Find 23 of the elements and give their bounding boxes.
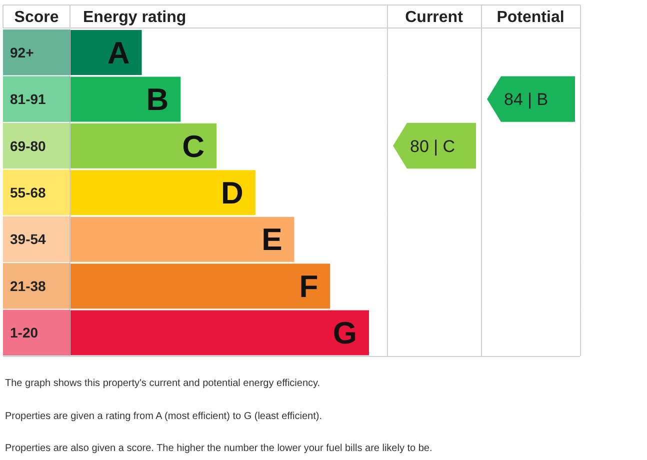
y-tick-label: 39-54	[10, 231, 46, 248]
text: Properties are also given a score. The higher the number the lower your fuel bills are likely to be.	[5, 443, 432, 454]
x-tick-label: Potential	[496, 9, 564, 26]
y-tick-label: 81-91	[10, 91, 46, 108]
data-label: 80 | C	[410, 136, 456, 156]
data-label: 84 | B	[504, 90, 548, 110]
x-axis-title: Energy rating	[83, 9, 186, 26]
y-axis-title: Score	[14, 9, 59, 26]
y-tick-label: 92+	[10, 44, 34, 60]
annotation: C	[182, 128, 205, 164]
annotation: G	[332, 316, 357, 351]
y-tick-label: 69-80	[10, 138, 46, 154]
annotation: E	[262, 222, 282, 258]
text: The graph shows this property's current and potential energy efficiency.	[5, 378, 320, 389]
y-tick-label: 1-20	[10, 324, 38, 341]
annotation: A	[107, 35, 130, 70]
y-tick-label: 21-38	[10, 278, 46, 294]
text: Properties are given a rating from A (most efficient) to G (least efficient).	[5, 410, 322, 422]
annotation: D	[220, 176, 244, 210]
x-tick-label: Current	[405, 9, 464, 26]
annotation: B	[146, 82, 169, 118]
y-tick-label: 55-68	[10, 184, 46, 200]
annotation: F	[299, 268, 318, 304]
